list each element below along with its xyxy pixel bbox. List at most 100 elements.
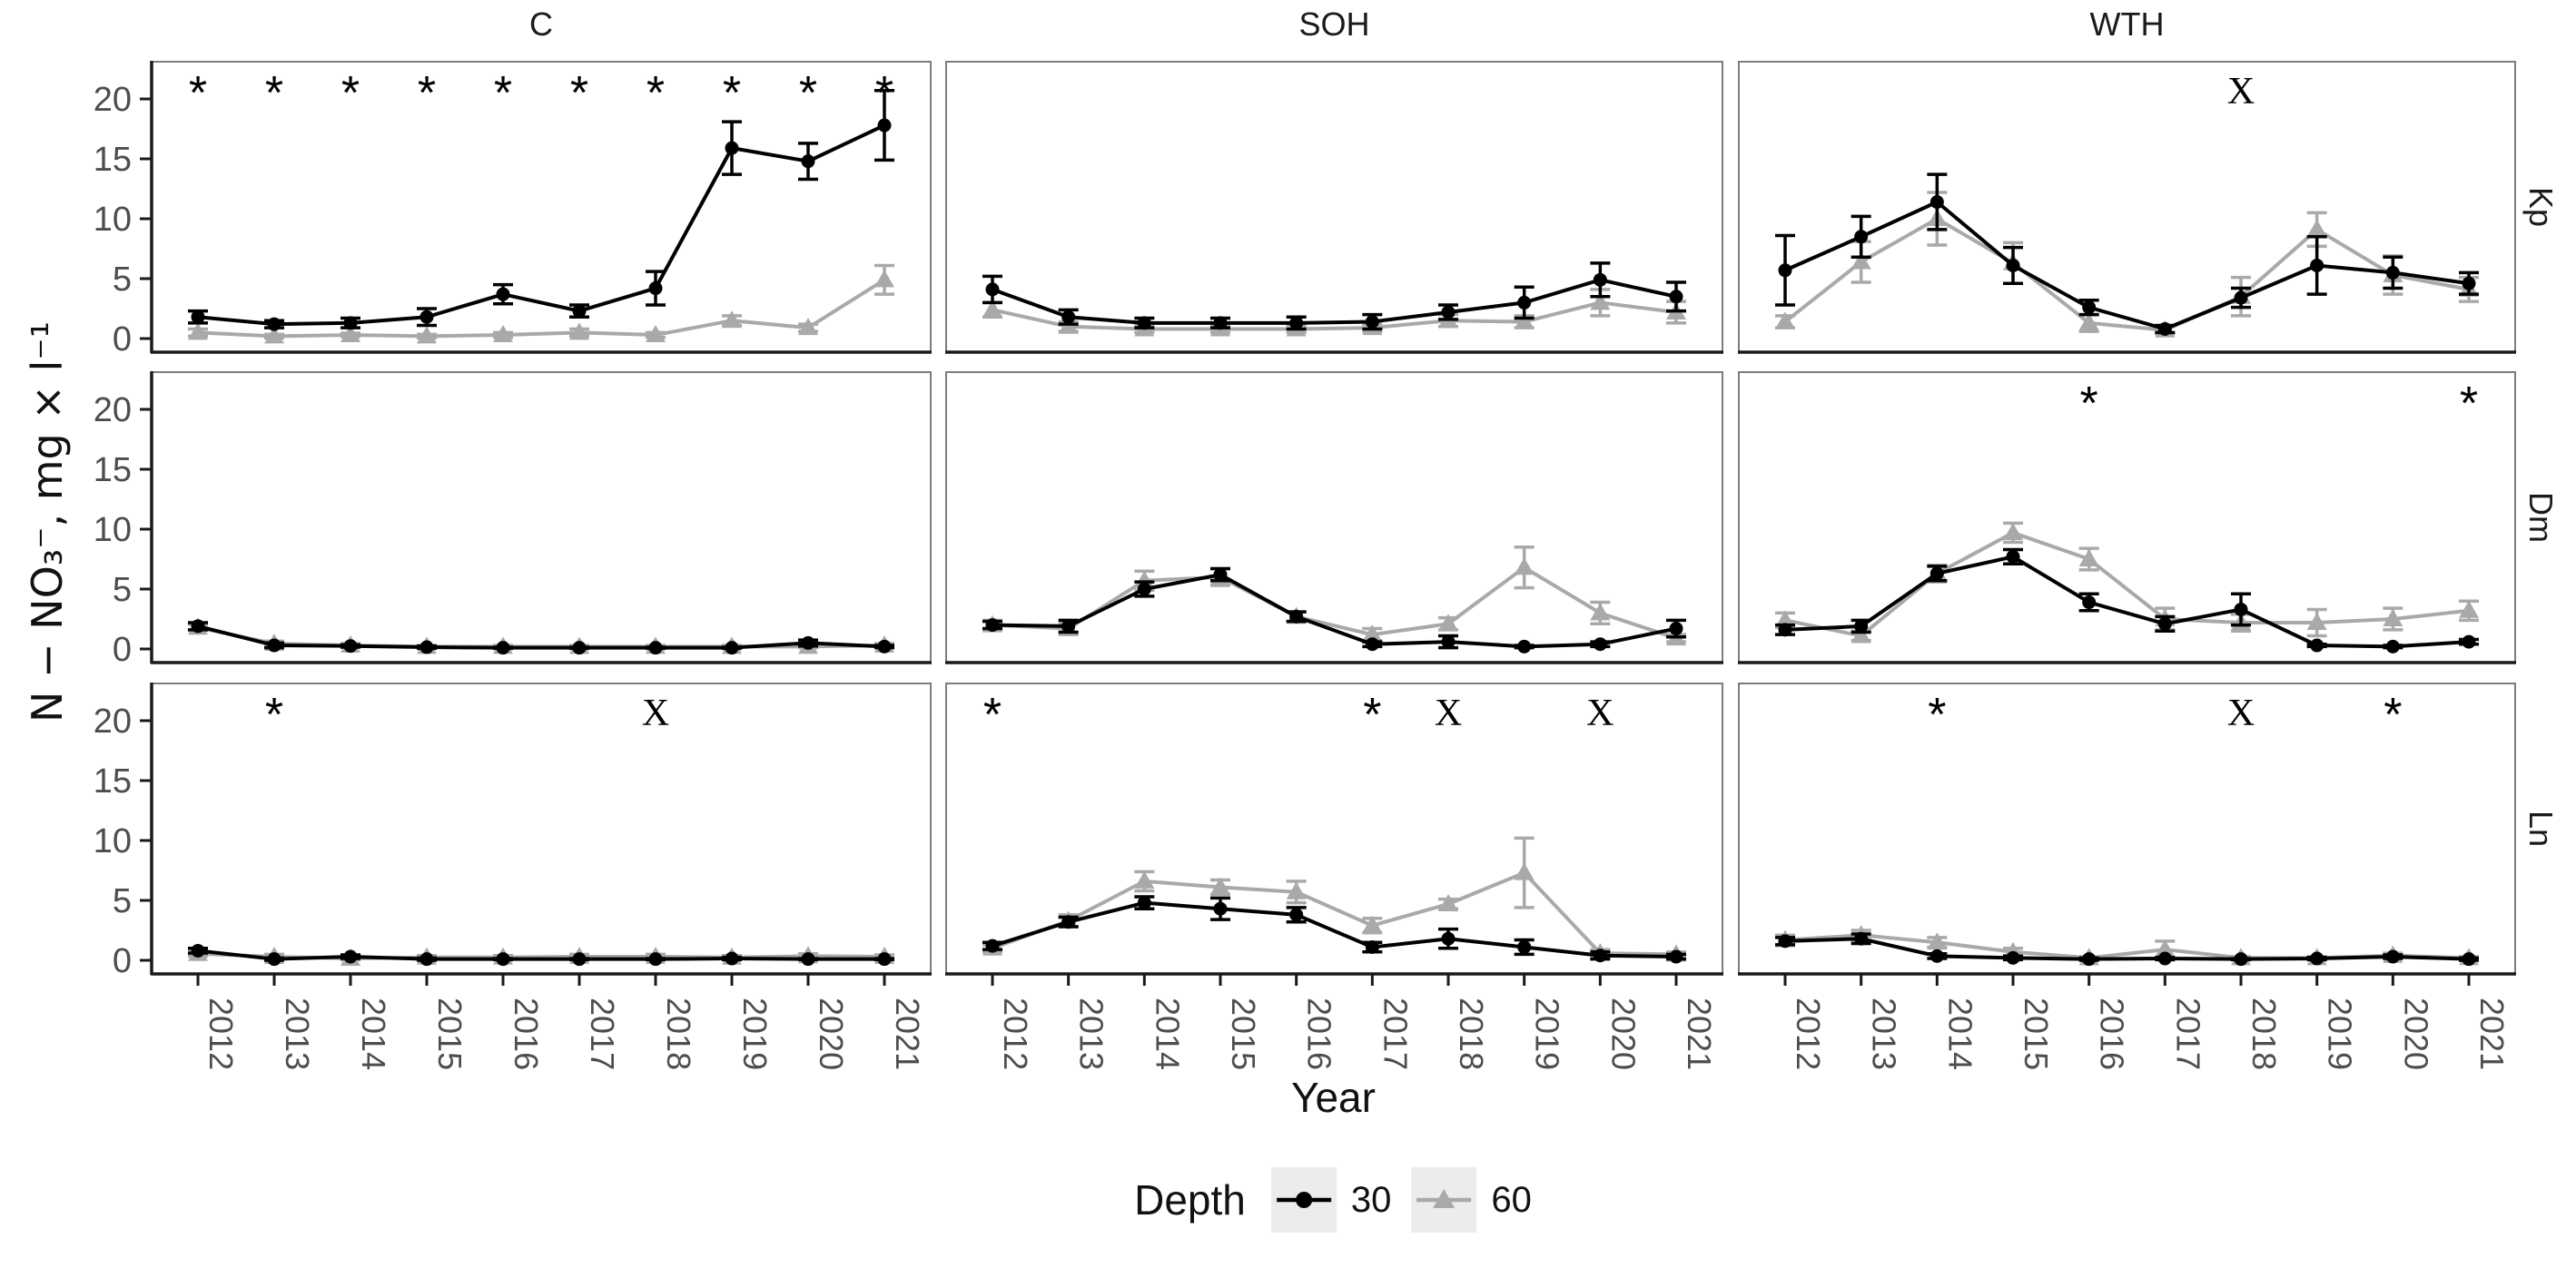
series-line [992, 573, 1677, 649]
series-line [1784, 555, 2470, 649]
panel-Kp-WTH: X [1738, 61, 2516, 354]
point-circle [1669, 622, 1683, 636]
legend: Depth 30 60 [1134, 1167, 1532, 1233]
point-circle [1778, 934, 1792, 949]
point-circle [1441, 634, 1456, 649]
point-circle [1289, 316, 1304, 330]
x-tick-label: 2013 [279, 998, 316, 1070]
legend-item-depth-30[interactable]: 30 [1270, 1167, 1391, 1233]
point-circle [1137, 582, 1151, 596]
series-line [1784, 937, 2470, 961]
significance-asterisk-mark: * [1928, 689, 1946, 742]
x-tick-label: 2015 [431, 998, 469, 1070]
y-tick-label: 5 [113, 882, 132, 920]
point-triangle [1851, 625, 1871, 644]
x-tick-label: 2013 [1073, 998, 1110, 1070]
series-depth-30 [982, 261, 1686, 331]
point-triangle [1134, 870, 1155, 889]
series-line [197, 123, 885, 327]
x-tick-label: 2012 [202, 998, 240, 1070]
strip-label-kp: Kp [2522, 186, 2560, 228]
series-depth-30 [188, 619, 894, 655]
significance-asterisk-mark: * [2384, 689, 2402, 742]
point-circle [267, 317, 281, 331]
point-triangle [1286, 881, 1307, 899]
significance-asterisk-mark: * [1363, 689, 1381, 742]
point-triangle [1438, 893, 1458, 911]
point-circle [985, 282, 1000, 297]
point-circle [267, 952, 281, 967]
point-circle [2385, 265, 2400, 280]
point-circle [1441, 305, 1456, 319]
point-circle [648, 952, 663, 967]
panel-Ln-SOH: * * X X 2012 2013 2014 2015 2016 2017 2018 2019 2020… [945, 683, 1723, 1070]
point-circle [1854, 230, 1869, 244]
point-triangle [188, 322, 208, 340]
point-circle [191, 310, 205, 324]
point-triangle [1590, 603, 1611, 621]
legend-title: Depth [1134, 1176, 1246, 1224]
legend-key-triangle-icon[interactable] [1411, 1167, 1477, 1233]
x-tick-label: 2016 [1301, 998, 1338, 1070]
x-tick-label: 2020 [1604, 998, 1642, 1070]
x-tick-label: 2021 [1681, 998, 1718, 1070]
point-circle [1137, 316, 1151, 330]
significance-x-mark: X [642, 693, 669, 734]
series-line [197, 278, 886, 339]
point-circle [2462, 276, 2476, 290]
point-circle [1593, 272, 1607, 287]
point-triangle [2306, 219, 2327, 237]
point-circle [2310, 951, 2324, 966]
point-circle [1365, 939, 1379, 954]
series-depth-60 [1775, 521, 2479, 644]
significance-x-mark: X [1435, 693, 1462, 734]
x-tick-label: 2018 [660, 998, 697, 1070]
point-triangle [1775, 311, 1795, 329]
point-triangle [2306, 612, 2327, 630]
significance-asterisk-mark: * [341, 67, 360, 120]
point-circle [801, 635, 815, 650]
y-tick-label: 10 [94, 822, 132, 860]
y-tick-label: 0 [113, 942, 132, 980]
point-circle [1289, 908, 1304, 922]
y-tick-label: 20 [94, 703, 132, 741]
y-axis-title: N − NO₃⁻, mg × l⁻¹ [23, 320, 72, 723]
point-triangle [493, 325, 513, 343]
point-circle [2082, 300, 2097, 315]
point-circle [1517, 639, 1532, 654]
point-triangle [874, 270, 894, 288]
series-depth-30 [188, 943, 894, 967]
point-circle [1930, 949, 1944, 963]
series-depth-30 [982, 566, 1686, 654]
series-line [992, 300, 1677, 331]
point-triangle [1590, 292, 1611, 310]
x-tick-label: 2018 [2245, 998, 2283, 1070]
point-circle [648, 281, 663, 296]
x-tick-label: 2019 [1529, 998, 1566, 1070]
point-circle [2385, 639, 2400, 654]
point-triangle [646, 325, 666, 343]
x-tick-label: 2012 [1790, 998, 1827, 1070]
series-line [992, 278, 1677, 325]
point-circle [1517, 939, 1532, 954]
x-tick-label: 2015 [1225, 998, 1262, 1070]
legend-item-depth-60[interactable]: 60 [1411, 1167, 1532, 1233]
point-circle [1213, 316, 1228, 330]
point-circle [267, 638, 281, 653]
series-line [992, 870, 1677, 957]
point-circle [2234, 290, 2248, 305]
significance-asterisk-mark: * [723, 67, 741, 120]
facet-title-soh: SOH [1298, 5, 1370, 43]
point-circle [1669, 290, 1683, 304]
legend-key-circle-icon[interactable] [1270, 1167, 1337, 1233]
point-circle [2462, 952, 2476, 967]
x-tick-label: 2018 [1453, 998, 1490, 1070]
series-depth-60 [982, 836, 1686, 962]
point-triangle [1514, 557, 1535, 575]
point-circle [2234, 952, 2248, 967]
triangle-key-glyph [1416, 1189, 1472, 1208]
panel-Dm-WTH: * * [1738, 371, 2516, 664]
panel-Dm-SOH [945, 371, 1723, 664]
